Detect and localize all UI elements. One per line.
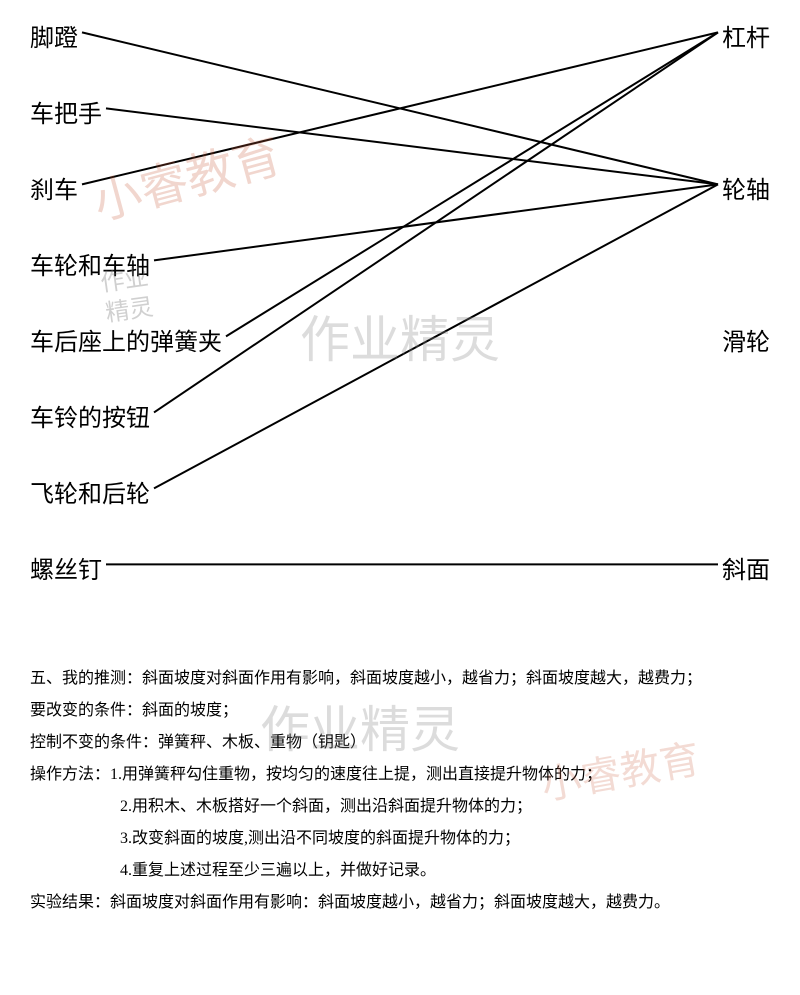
- edge: [154, 184, 718, 488]
- left-node: 车轮和车轴: [30, 246, 150, 281]
- right-node: 轮轴: [722, 170, 770, 205]
- left-node: 车铃的按钮: [30, 398, 150, 433]
- edge: [226, 32, 718, 336]
- right-node: 斜面: [722, 550, 770, 585]
- answer-line: 五、我的推测：斜面坡度对斜面作用有影响，斜面坡度越小，越省力；斜面坡度越大，越费…: [30, 665, 770, 693]
- matching-diagram: 脚蹬车把手刹车车轮和车轴车后座上的弹簧夹车铃的按钮飞轮和后轮螺丝钉 杠杆轮轴滑轮斜…: [0, 0, 800, 640]
- answer-line: 2.用积木、木板搭好一个斜面，测出沿斜面提升物体的力；: [30, 793, 770, 821]
- answer-line: 4.重复上述过程至少三遍以上，并做好记录。: [30, 857, 770, 885]
- edge: [82, 32, 718, 184]
- left-node: 螺丝钉: [30, 550, 102, 585]
- left-node: 飞轮和后轮: [30, 474, 150, 509]
- edge: [154, 32, 718, 412]
- answer-line: 控制不变的条件：弹簧秤、木板、重物（钥匙）: [30, 729, 770, 757]
- edge: [154, 184, 718, 260]
- right-node: 杠杆: [722, 18, 770, 53]
- left-node: 脚蹬: [30, 18, 78, 53]
- left-node: 车后座上的弹簧夹: [30, 322, 222, 357]
- answer-line: 操作方法：1.用弹簧秤勾住重物，按均匀的速度往上提，测出直接提升物体的力；: [30, 761, 770, 789]
- left-node: 刹车: [30, 170, 78, 205]
- answer-line: 实验结果：斜面坡度对斜面作用有影响：斜面坡度越小，越省力；斜面坡度越大，越费力。: [30, 889, 770, 917]
- edge: [82, 32, 718, 184]
- connection-lines: [0, 0, 800, 640]
- answer-line: 3.改变斜面的坡度,测出沿不同坡度的斜面提升物体的力；: [30, 825, 770, 853]
- edge: [106, 108, 718, 184]
- answer-text-section: 五、我的推测：斜面坡度对斜面作用有影响，斜面坡度越小，越省力；斜面坡度越大，越费…: [30, 665, 770, 921]
- left-node: 车把手: [30, 94, 102, 129]
- answer-line: 要改变的条件：斜面的坡度；: [30, 697, 770, 725]
- right-node: 滑轮: [722, 322, 770, 357]
